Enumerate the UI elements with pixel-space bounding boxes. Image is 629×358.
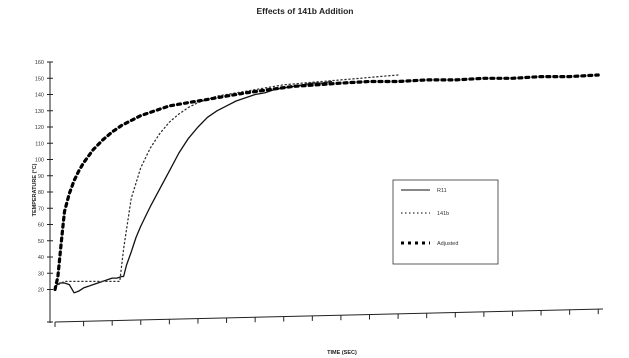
y-tick-label: 120	[35, 125, 44, 131]
y-tick-label: 110	[35, 141, 44, 147]
y-tick-label: 100	[35, 158, 44, 164]
series-line-141b	[54, 74, 399, 287]
y-axis-label: TEMPERATURE (°C)	[32, 163, 38, 216]
y-tick-label: 70	[38, 206, 44, 212]
legend-label-adjusted: Adjusted	[437, 241, 458, 247]
y-tick-label: 20	[38, 288, 44, 294]
legend-label-141b: 141b	[437, 211, 449, 217]
legend-label-r11: R11	[437, 188, 447, 194]
y-tick-label: 30	[38, 271, 44, 277]
series-group	[53, 73, 600, 294]
x-axis-baseline	[54, 308, 604, 323]
y-tick-label: 60	[38, 223, 44, 229]
legend: R11 141b Adjusted	[392, 179, 499, 265]
y-tick-label: 140	[35, 93, 44, 99]
y-tick-label: 50	[38, 239, 44, 245]
y-tick-label: 160	[35, 60, 44, 66]
y-tick-label: 90	[38, 174, 44, 180]
y-ticks: 20 30 40 50 60 70 80 90 100 110 120 130 140 150 160	[35, 60, 53, 323]
x-axis-label: TIME (SEC)	[327, 350, 357, 356]
legend-box	[392, 179, 499, 265]
y-tick-label: 150	[35, 76, 44, 82]
series-line-r11	[54, 80, 333, 294]
y-tick-label: 130	[35, 109, 44, 115]
x-ticks	[54, 308, 604, 327]
chart-title: Effects of 141b Addition	[257, 6, 354, 16]
series-line-adjusted	[53, 73, 600, 292]
y-tick-label: 40	[38, 255, 44, 261]
y-tick-label: 80	[38, 190, 44, 196]
